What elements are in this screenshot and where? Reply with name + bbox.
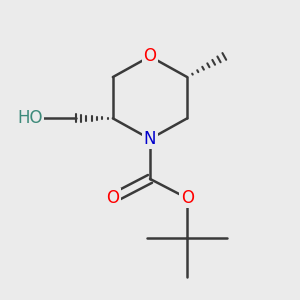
Text: O: O: [143, 47, 157, 65]
Text: O: O: [181, 189, 194, 207]
Text: O: O: [106, 189, 119, 207]
Text: HO: HO: [17, 110, 43, 128]
Text: N: N: [144, 130, 156, 148]
